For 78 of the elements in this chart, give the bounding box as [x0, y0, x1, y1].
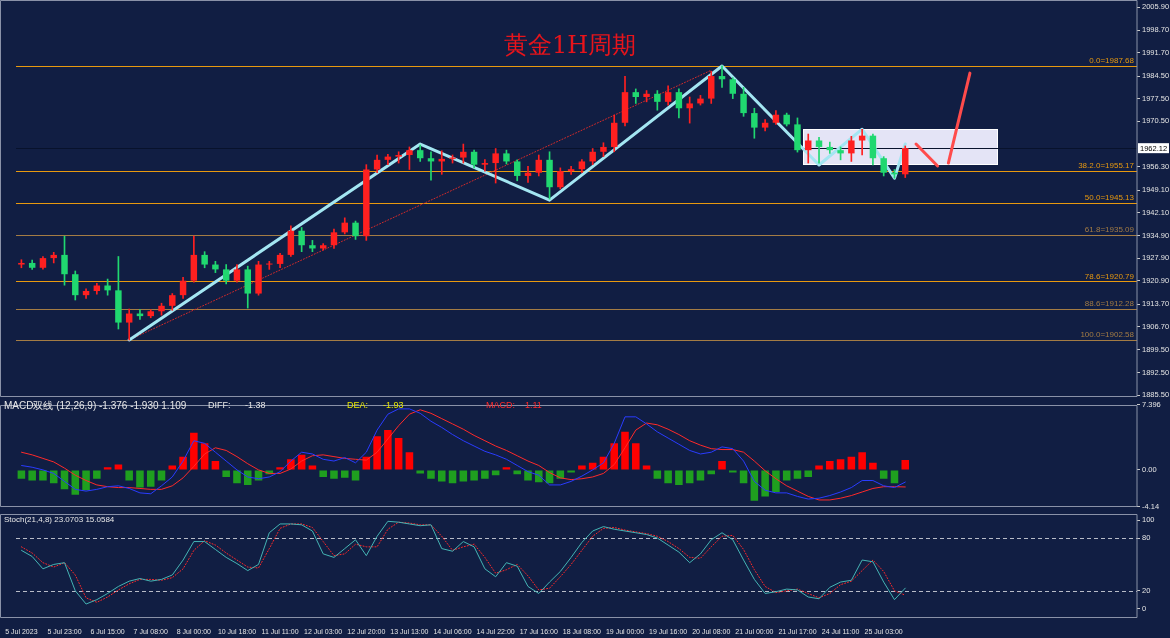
- bar: [394, 438, 403, 470]
- bar: [82, 470, 90, 491]
- bar: [513, 470, 521, 475]
- bar: [93, 470, 101, 479]
- bar: [243, 470, 252, 485]
- bar: [739, 470, 748, 484]
- bar: [772, 470, 780, 492]
- bar: [869, 462, 877, 470]
- annotation: 1.11: [525, 400, 542, 411]
- bar: [729, 470, 737, 473]
- annotation: DEA:: [347, 400, 369, 411]
- bar: [319, 470, 327, 477]
- bar: [632, 443, 640, 470]
- ref-line-label: 0.0=1987.68: [1089, 56, 1135, 65]
- bar: [890, 470, 899, 484]
- bar: [427, 470, 435, 479]
- ref-line-label: 38.2.0=1955.17: [1078, 160, 1135, 170]
- candlestick: [266, 261, 273, 270]
- annotation: -1.38: [245, 400, 266, 411]
- bar: [157, 470, 166, 481]
- bar: [222, 470, 230, 477]
- annotation: -1.93: [383, 400, 404, 411]
- bar: [567, 470, 575, 473]
- annotation: MACD:: [486, 400, 515, 411]
- bar: [761, 470, 769, 497]
- chart-title: Stoch(21,4,8) 23.0703 15.0584: [4, 515, 115, 525]
- bar: [793, 470, 802, 479]
- bar: [901, 460, 910, 470]
- bar: [718, 461, 726, 470]
- bar: [826, 461, 834, 470]
- bar: [804, 470, 813, 477]
- bar: [470, 470, 478, 481]
- bar: [168, 465, 177, 470]
- bar: [125, 470, 133, 481]
- bar: [39, 470, 47, 481]
- annotation: DIFF:: [208, 400, 231, 411]
- bar: [146, 470, 155, 487]
- bar: [879, 470, 888, 479]
- bar: [481, 470, 489, 479]
- bar: [685, 470, 694, 484]
- candlestick: [481, 159, 489, 172]
- bar: [836, 459, 845, 470]
- ref-line-label: 78.6=1920.79: [1084, 271, 1135, 281]
- bar: [653, 470, 662, 479]
- bar: [416, 470, 424, 474]
- candlestick: [686, 96, 693, 124]
- bar: [858, 452, 866, 470]
- ref-line-label: 61.8=1935.09: [1084, 225, 1135, 235]
- bar: [373, 436, 381, 470]
- bar: [28, 470, 36, 481]
- bar: [491, 470, 500, 476]
- ref-line-label: 50.0=1945.13: [1084, 193, 1135, 203]
- bar: [459, 470, 468, 482]
- bar: [17, 470, 26, 479]
- chart-title: MACD双线 (12,26,9) -1.376 -1.930 1.109: [4, 399, 187, 411]
- bar: [782, 470, 791, 481]
- bar: [642, 465, 651, 470]
- bar: [405, 452, 414, 470]
- bar: [664, 470, 672, 484]
- bar: [340, 470, 349, 478]
- bar: [437, 470, 446, 482]
- bar: [448, 470, 457, 484]
- bar: [308, 465, 317, 470]
- bar: [384, 430, 392, 470]
- bar: [707, 470, 716, 475]
- bar: [621, 431, 629, 470]
- bar: [815, 465, 823, 470]
- bar: [351, 470, 360, 481]
- bar: [578, 465, 586, 470]
- ref-line-label: 100.0=1902.58: [1080, 330, 1135, 340]
- bar: [136, 470, 144, 488]
- bar: [330, 470, 338, 479]
- text: 黄金1H周期: [503, 31, 637, 60]
- candlestick: [567, 165, 575, 175]
- bar: [696, 470, 705, 481]
- ref-line-label: 88.6=1912.28: [1084, 298, 1135, 308]
- bar: [675, 470, 683, 485]
- bar: [233, 470, 241, 484]
